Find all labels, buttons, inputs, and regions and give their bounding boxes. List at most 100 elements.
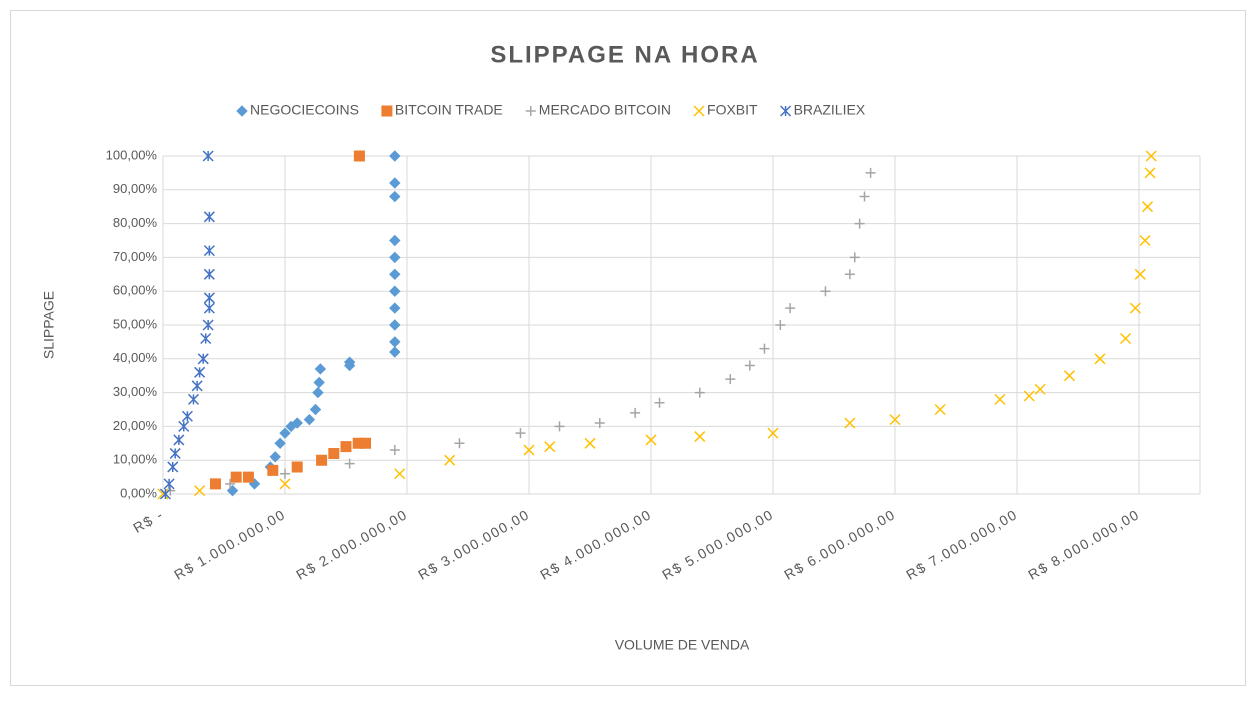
data-point (785, 303, 796, 314)
y-tick-label: 100,00% (106, 147, 158, 162)
data-point (203, 211, 215, 223)
data-point (159, 488, 171, 500)
legend-marker (381, 105, 393, 117)
data-point (744, 360, 755, 371)
data-point (389, 336, 401, 348)
data-point (389, 302, 401, 314)
legend-marker (525, 106, 536, 116)
data-point (994, 393, 1006, 405)
data-point (1063, 370, 1075, 382)
data-point (694, 387, 705, 398)
data-point (1142, 201, 1154, 213)
y-tick-label: 0,00% (120, 485, 157, 500)
legend-label: BITCOIN TRADE (395, 102, 503, 118)
data-point (303, 413, 316, 426)
data-point (1120, 332, 1132, 345)
data-point (187, 393, 200, 405)
legend-label: NEGOCIECOINS (250, 102, 359, 118)
legend-marker (236, 105, 248, 117)
data-point (194, 366, 206, 378)
data-point (203, 292, 215, 304)
data-point (157, 488, 169, 500)
data-point (654, 397, 665, 408)
data-point (269, 451, 281, 463)
data-point (1094, 353, 1106, 365)
data-point (1139, 234, 1151, 247)
data-point (444, 454, 456, 466)
data-point (314, 363, 327, 375)
data-point (1129, 302, 1141, 314)
legend-marker (693, 105, 705, 117)
data-point (844, 417, 856, 429)
data-point (645, 434, 657, 446)
data-point (554, 421, 565, 432)
y-tick-label: 90,00% (113, 181, 158, 196)
chart-border (10, 10, 1246, 686)
data-point (389, 177, 401, 189)
data-point (889, 414, 901, 426)
y-tick-label: 60,00% (113, 283, 158, 298)
data-point (1145, 150, 1157, 162)
data-point (389, 319, 401, 331)
y-tick-label: 20,00% (113, 418, 158, 433)
data-point (316, 454, 328, 466)
data-point (328, 447, 340, 459)
data-point (279, 427, 291, 439)
data-point (859, 191, 870, 202)
data-point (340, 441, 352, 453)
data-point (178, 420, 190, 432)
data-point (767, 427, 779, 439)
data-point (203, 302, 215, 314)
data-point (313, 376, 325, 389)
data-point (1034, 383, 1046, 395)
data-point (242, 471, 254, 483)
data-point (849, 252, 860, 263)
data-point (725, 374, 736, 385)
data-point (309, 403, 322, 416)
data-point (312, 386, 324, 399)
data-point (1023, 390, 1035, 402)
data-point (759, 343, 770, 354)
data-point (191, 380, 203, 392)
data-point (865, 167, 876, 178)
x-axis-label: VOLUME DE VENDA (615, 637, 750, 653)
data-point (934, 403, 946, 416)
data-point (343, 356, 356, 368)
data-point (225, 478, 236, 489)
data-point (389, 190, 401, 203)
y-tick-label: 10,00% (113, 452, 158, 467)
data-point (389, 150, 401, 162)
data-point (203, 245, 215, 257)
data-point (584, 437, 596, 449)
data-point (389, 251, 401, 264)
data-point (202, 319, 214, 331)
data-point (173, 434, 185, 446)
data-point (544, 441, 556, 453)
data-point (1144, 167, 1156, 179)
data-point (291, 461, 303, 473)
data-point (594, 418, 605, 429)
legend-label: MERCADO BITCOIN (539, 102, 671, 118)
y-axis-label: SLIPPAGE (41, 291, 57, 359)
y-tick-label: 40,00% (113, 350, 158, 365)
data-point (344, 458, 355, 469)
data-point (353, 150, 365, 162)
data-point (203, 268, 215, 280)
data-point (209, 478, 221, 490)
data-point (389, 346, 401, 358)
data-point (267, 464, 279, 476)
data-point (389, 285, 401, 297)
data-point (454, 438, 465, 449)
legend-label: BRAZILIEX (794, 102, 866, 118)
data-point (854, 218, 865, 229)
data-point (389, 268, 401, 281)
data-point (820, 286, 831, 297)
chart-title: SLIPPAGE NA HORA (490, 41, 759, 68)
data-point (202, 150, 214, 162)
data-point (194, 485, 206, 497)
data-point (844, 269, 855, 280)
data-point (1134, 268, 1146, 280)
data-point (279, 478, 291, 490)
data-point (167, 461, 179, 473)
